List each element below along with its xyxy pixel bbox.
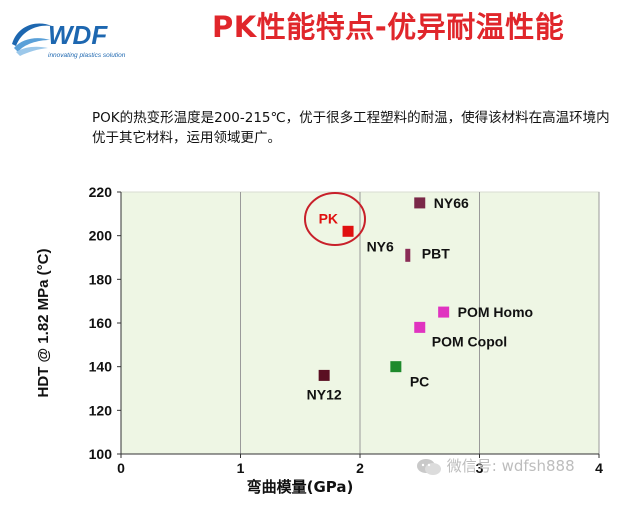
point-labels: PK NY66 NY6 PBT POM Homo POM Copol PC NY12 [307,195,533,402]
x-tick-label: 0 [117,460,125,476]
point-pk [342,225,354,237]
logo-tagline: innovating plastics solution [48,52,126,59]
label-pk: PK [319,210,338,226]
label-ny12: NY12 [307,386,342,402]
watermark-text: 微信号: wdfsh888 [446,457,575,475]
label-ny66: NY66 [434,195,469,211]
point-pom-copol [414,321,426,333]
point-ny66 [414,197,426,209]
x-tick-label: 3 [476,460,484,476]
y-axis-label: HDT @ 1.82 MPa (°C) [35,249,52,398]
logo-swoosh-icon [12,23,52,56]
point-pc [390,361,402,373]
y-tick-label: 200 [89,228,113,244]
logo-text: WDF [48,20,108,50]
x-tick-labels: 0 1 2 3 4 [117,460,603,476]
x-tick-label: 2 [356,460,364,476]
wechat-icon [417,458,441,475]
y-tick-label: 220 [89,184,113,200]
label-pbt: PBT [422,245,450,261]
description-text: POK的热变形温度是200-215℃，优于很多工程塑料的耐温，使得该材料在高温环… [92,110,610,146]
point-pom-homo [438,306,450,318]
y-tick-label: 140 [89,359,113,375]
y-tick-label: 180 [89,271,113,287]
slide-title: PK性能特点-优异耐温性能 [212,10,565,44]
label-pom-homo: POM Homo [458,304,533,320]
y-tick-label: 100 [89,446,113,462]
y-tick-label: 160 [89,315,113,331]
company-logo: WDF innovating plastics solution [12,20,126,59]
pk-highlight-ellipse [304,192,366,246]
y-tick-label: 120 [89,402,113,418]
x-axis-label: 弯曲模量(GPa) [247,478,354,496]
label-ny6: NY6 [367,238,394,254]
point-ny12 [318,369,330,381]
x-tick-label: 1 [237,460,245,476]
point-ny6 [405,248,411,262]
label-pc: PC [410,374,429,390]
wechat-watermark: 微信号: wdfsh888 [416,455,575,476]
data-points [318,197,450,381]
grid-lines [240,192,600,454]
y-tick-labels: 100 120 140 160 180 200 220 [89,184,113,462]
label-pom-copol: POM Copol [432,333,507,349]
axes [117,191,600,458]
x-tick-label: 4 [595,460,603,476]
